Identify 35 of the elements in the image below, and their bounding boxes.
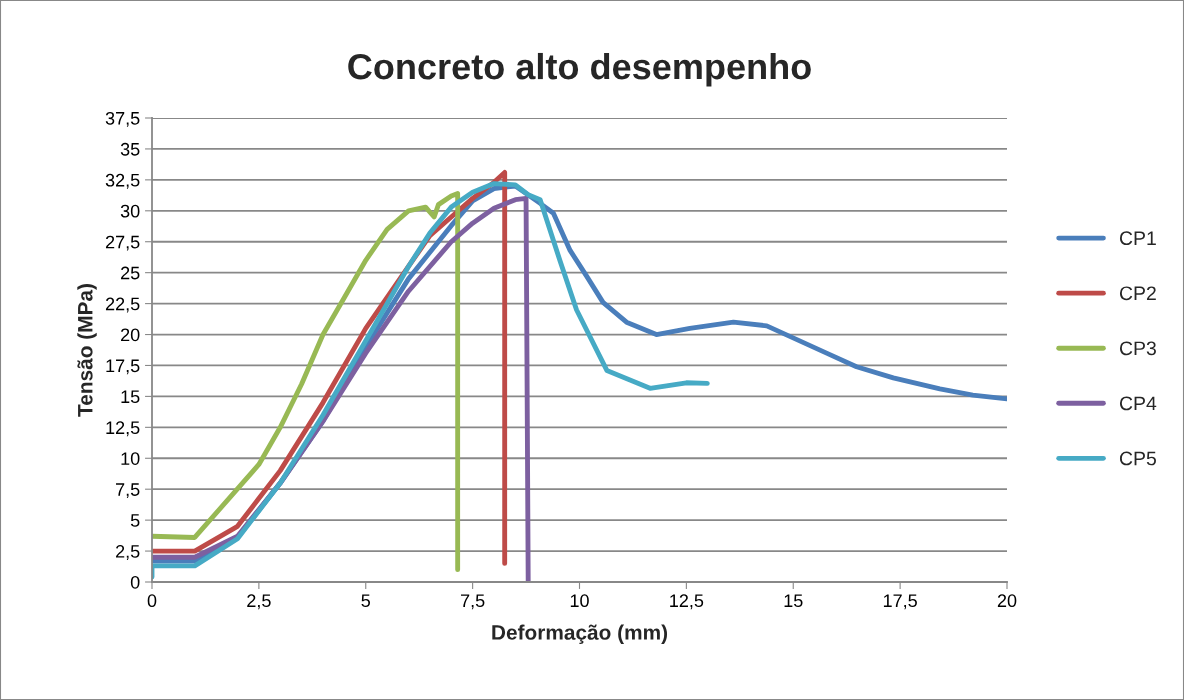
legend-label: CP4 bbox=[1119, 396, 1157, 411]
x-tick-label: 10 bbox=[570, 594, 589, 608]
x-tick-label: 20 bbox=[997, 594, 1017, 608]
legend-label: CP2 bbox=[1119, 286, 1156, 301]
y-tick-label: 0 bbox=[130, 575, 140, 589]
y-tick-label: 27,5 bbox=[105, 235, 140, 251]
y-tick-label: 15 bbox=[121, 390, 140, 404]
y-tick-label: 10 bbox=[121, 452, 140, 465]
y-tick-label: 2,5 bbox=[116, 545, 140, 560]
y-tick-label: 20 bbox=[121, 328, 140, 342]
x-tick-label: 7,5 bbox=[461, 594, 485, 610]
y-tick-label: 12,5 bbox=[106, 421, 140, 437]
legend-label: CP5 bbox=[1119, 451, 1156, 466]
y-tick-label: 37,5 bbox=[105, 111, 140, 127]
line-series bbox=[152, 191, 461, 573]
y-axis-title: Tensão (MPa) bbox=[77, 284, 97, 417]
legend-label: CP1 bbox=[1119, 231, 1156, 246]
y-tick-label: 25 bbox=[121, 266, 140, 280]
y-tick-label: 30 bbox=[120, 204, 140, 218]
y-tick-label: 35 bbox=[120, 142, 140, 156]
x-tick-label: 12,5 bbox=[670, 594, 704, 610]
x-tick-label: 0 bbox=[147, 594, 157, 608]
x-tick-label: 17,5 bbox=[883, 594, 917, 610]
y-tick-label: 17,5 bbox=[106, 359, 140, 375]
y-tick-label: 5 bbox=[130, 514, 140, 527]
x-tick-label: 2,5 bbox=[247, 594, 271, 610]
line-series bbox=[152, 181, 710, 580]
chart-title: Concreto alto desempenho bbox=[348, 52, 811, 87]
y-tick-label: 22,5 bbox=[105, 297, 140, 313]
y-tick-label: 7,5 bbox=[116, 483, 140, 499]
y-tick-label: 32,5 bbox=[105, 173, 140, 189]
x-tick-label: 15 bbox=[784, 594, 803, 608]
legend-label: CP3 bbox=[1119, 341, 1156, 356]
x-tick-label: 5 bbox=[361, 594, 371, 608]
x-axis-title: Deformação (mm) bbox=[492, 624, 668, 644]
